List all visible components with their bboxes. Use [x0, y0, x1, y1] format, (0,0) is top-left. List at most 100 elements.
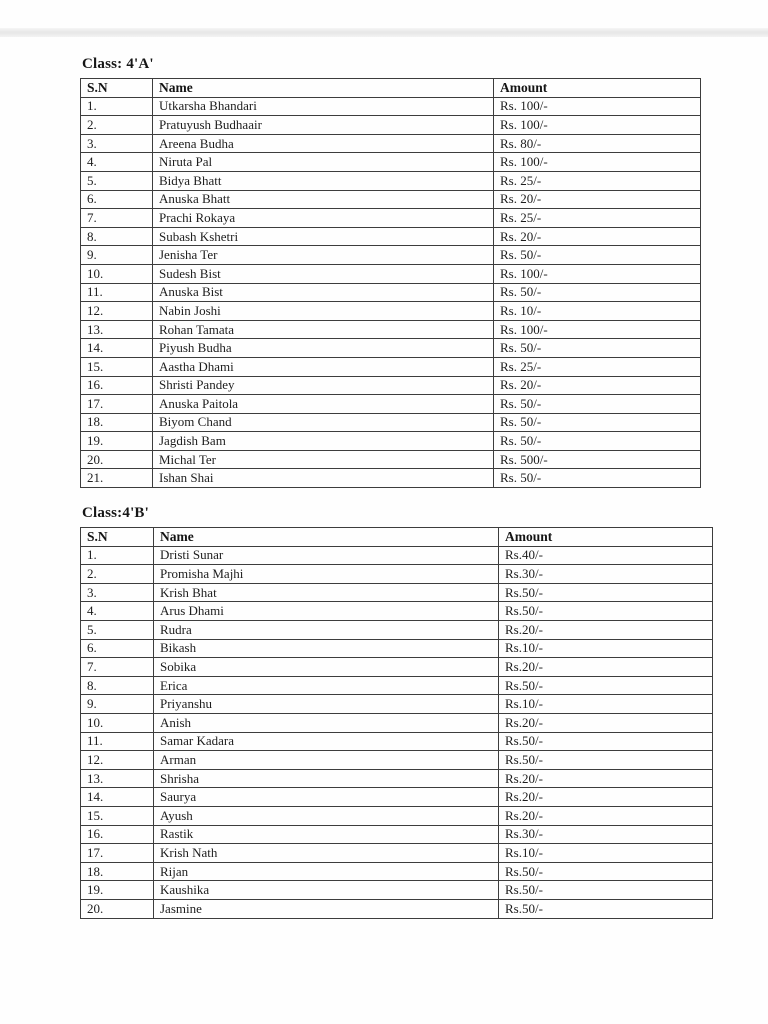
table-row: 21. Ishan Shai Rs. 50/-	[80, 468, 701, 489]
name-cell: Subash Kshetri	[152, 226, 494, 247]
sn-cell: 5.	[80, 620, 154, 640]
name-header: Name	[153, 527, 499, 547]
name-cell: Sobika	[153, 657, 499, 677]
name-cell: Aastha Dhami	[152, 356, 494, 377]
name-cell: Samar Kadara	[153, 731, 499, 752]
sn-cell: 13.	[80, 319, 153, 340]
amount-cell: Rs. 20/-	[493, 226, 701, 247]
sn-cell: 14.	[80, 787, 154, 807]
amount-cell: Rs.10/-	[498, 694, 713, 714]
top-shadow-band	[0, 28, 768, 37]
sn-cell: 4.	[80, 601, 154, 622]
name-cell: Ishan Shai	[152, 468, 494, 489]
amount-cell: Rs.20/-	[498, 713, 713, 733]
sn-cell: 6.	[80, 638, 154, 659]
amount-cell: Rs. 100/-	[493, 115, 701, 135]
sn-cell: 21.	[80, 468, 153, 489]
name-cell: Saurya	[153, 787, 499, 807]
sn-cell: 4.	[80, 152, 153, 172]
sn-cell: 19.	[80, 431, 153, 451]
sn-cell: 14.	[80, 338, 153, 358]
name-cell: Sudesh Bist	[152, 263, 494, 284]
amount-header: Amount	[493, 78, 701, 98]
table-row: 14. Saurya Rs.20/-	[80, 787, 713, 807]
amount-cell: Rs.10/-	[498, 843, 713, 863]
table-row: 10. Sudesh Bist Rs. 100/-	[80, 263, 701, 284]
table-row: 5. Bidya Bhatt Rs. 25/-	[80, 170, 701, 191]
amount-cell: Rs.30/-	[498, 824, 713, 845]
table-row: 16. Rastik Rs.30/-	[80, 824, 713, 845]
amount-cell: Rs.50/-	[498, 731, 713, 752]
table-header-row: S.N Name Amount	[80, 78, 701, 98]
name-cell: Jasmine	[153, 898, 499, 919]
amount-cell: Rs. 20/-	[493, 375, 701, 396]
sn-cell: 18.	[80, 412, 153, 433]
name-cell: Bikash	[153, 638, 499, 659]
table-row: 2. Promisha Majhi Rs.30/-	[80, 564, 713, 584]
sn-cell: 15.	[80, 356, 153, 377]
amount-cell: Rs.20/-	[498, 805, 713, 826]
amount-cell: Rs. 50/-	[493, 394, 701, 414]
amount-cell: Rs.50/-	[498, 880, 713, 900]
name-cell: Dristi Sunar	[153, 545, 499, 566]
amount-cell: Rs. 500/-	[493, 449, 701, 470]
table-row: 1. Dristi Sunar Rs.40/-	[80, 545, 713, 566]
name-cell: Anuska Bist	[152, 282, 494, 303]
table-row: 3. Krish Bhat Rs.50/-	[80, 582, 713, 603]
amount-cell: Rs.50/-	[498, 582, 713, 603]
table-row: 19. Jagdish Bam Rs. 50/-	[80, 431, 701, 451]
sn-cell: 16.	[80, 375, 153, 396]
sn-header: S.N	[80, 78, 153, 98]
name-cell: Piyush Budha	[152, 338, 494, 358]
table-row: 20. Jasmine Rs.50/-	[80, 898, 713, 919]
sn-cell: 9.	[80, 245, 153, 265]
amount-cell: Rs. 25/-	[493, 170, 701, 191]
class-4a-table: S.N Name Amount 1. Utkarsha Bhandari Rs. 1…	[80, 78, 701, 489]
sn-cell: 12.	[80, 301, 153, 321]
table-row: 2. Pratuyush Budhaair Rs. 100/-	[80, 115, 701, 135]
sn-cell: 3.	[80, 582, 154, 603]
sn-cell: 1.	[80, 545, 154, 566]
amount-cell: Rs.50/-	[498, 898, 713, 919]
sn-cell: 10.	[80, 713, 154, 733]
table-row: 14. Piyush Budha Rs. 50/-	[80, 338, 701, 358]
name-cell: Shristi Pandey	[152, 375, 494, 396]
name-cell: Utkarsha Bhandari	[152, 96, 494, 117]
sn-cell: 17.	[80, 394, 153, 414]
table-row: 18. Biyom Chand Rs. 50/-	[80, 412, 701, 433]
name-cell: Rastik	[153, 824, 499, 845]
name-cell: Krish Bhat	[153, 582, 499, 603]
table-row: 6. Bikash Rs.10/-	[80, 638, 713, 659]
table-row: 15. Aastha Dhami Rs. 25/-	[80, 356, 701, 377]
name-cell: Shrisha	[153, 768, 499, 789]
table-row: 17. Krish Nath Rs.10/-	[80, 843, 713, 863]
name-cell: Areena Budha	[152, 133, 494, 154]
sn-cell: 15.	[80, 805, 154, 826]
amount-cell: Rs. 50/-	[493, 245, 701, 265]
class-4a-title: Class: 4'A'	[82, 56, 154, 72]
amount-header: Amount	[498, 527, 713, 547]
sn-cell: 18.	[80, 861, 154, 882]
amount-cell: Rs.50/-	[498, 861, 713, 882]
sn-cell: 9.	[80, 694, 154, 714]
table-row: 1. Utkarsha Bhandari Rs. 100/-	[80, 96, 701, 117]
name-cell: Rudra	[153, 620, 499, 640]
table-row: 12. Arman Rs.50/-	[80, 750, 713, 770]
name-cell: Anish	[153, 713, 499, 733]
amount-cell: Rs. 25/-	[493, 208, 701, 228]
sn-cell: 11.	[80, 731, 154, 752]
name-cell: Bidya Bhatt	[152, 170, 494, 191]
table-row: 11. Anuska Bist Rs. 50/-	[80, 282, 701, 303]
sn-cell: 1.	[80, 96, 153, 117]
table-row: 17. Anuska Paitola Rs. 50/-	[80, 394, 701, 414]
sn-cell: 10.	[80, 263, 153, 284]
amount-cell: Rs. 25/-	[493, 356, 701, 377]
amount-cell: Rs. 20/-	[493, 189, 701, 210]
amount-cell: Rs. 50/-	[493, 282, 701, 303]
amount-cell: Rs.20/-	[498, 657, 713, 677]
name-cell: Jagdish Bam	[152, 431, 494, 451]
table-row: 5. Rudra Rs.20/-	[80, 620, 713, 640]
sn-cell: 16.	[80, 824, 154, 845]
name-cell: Rijan	[153, 861, 499, 882]
